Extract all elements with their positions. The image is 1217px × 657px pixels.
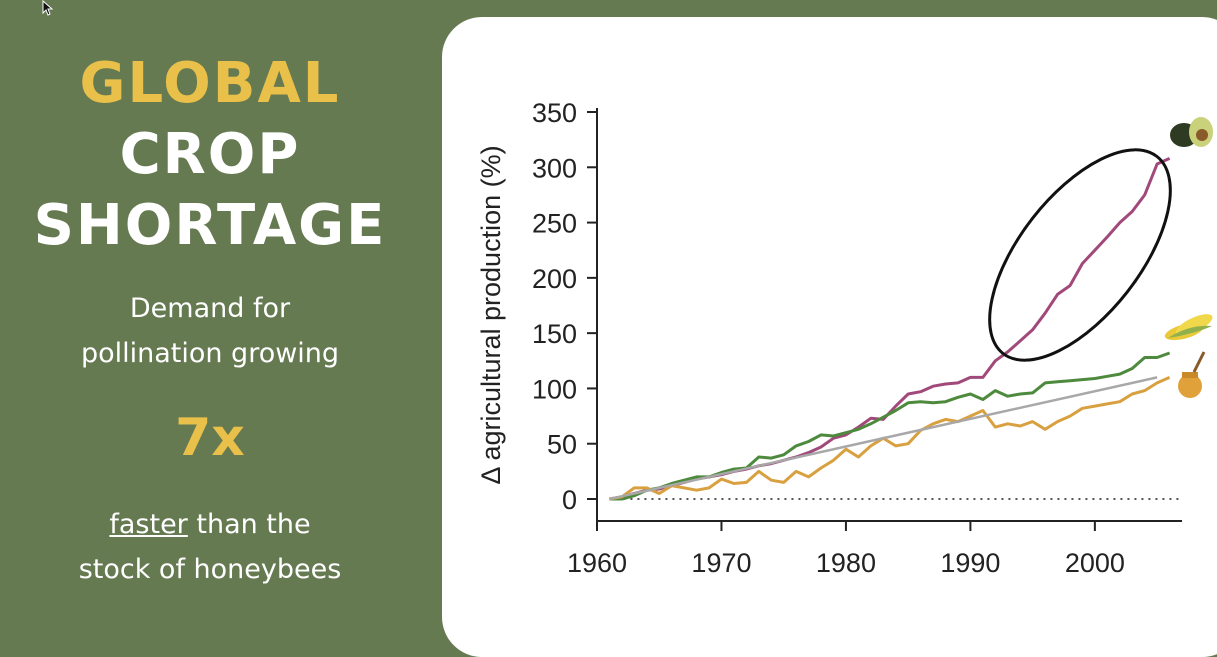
x-tick-label: 1990: [940, 548, 1000, 578]
footer-line1: faster than the: [0, 502, 420, 547]
subtitle-line2: pollination growing: [80, 338, 340, 369]
x-tick-label: 2000: [1065, 548, 1125, 578]
y-tick-label: 250: [532, 209, 577, 239]
y-tick-label: 100: [532, 374, 577, 404]
footer-rest: than the: [187, 509, 311, 540]
title-crop: CROP: [119, 122, 301, 187]
chart: Δ agricultural production (%) 0 50 100 150 2…: [476, 98, 1213, 578]
footer-text: faster than the stock of honeybees: [0, 502, 420, 592]
y-tick-label: 300: [532, 153, 577, 183]
corn-icon: [1164, 314, 1213, 341]
subtitle-line1: Demand for: [129, 293, 291, 324]
y-tick-label: 150: [532, 319, 577, 349]
x-tick-label: 1970: [691, 548, 751, 578]
chart-lines: [609, 157, 1171, 501]
mouse-cursor-icon: [42, 0, 54, 16]
series-line-non-pollinator: [609, 351, 1171, 501]
y-tick-label: 50: [547, 430, 577, 460]
left-panel: GLOBAL CROP SHORTAGE Demand for pollinat…: [0, 0, 420, 622]
x-tick-label: 1980: [816, 548, 876, 578]
footer-line2: stock of honeybees: [78, 554, 342, 585]
chart-axes: 0 50 100 150 200 250 300 350 1960 1970 1980 1990 200…: [532, 98, 1182, 578]
chart-card: [442, 17, 1217, 657]
subtitle: Demand for pollination growing: [0, 286, 420, 376]
y-axis-label: Δ agricultural production (%): [476, 145, 506, 484]
avocado-icon: [1170, 117, 1213, 147]
title-shortage: SHORTAGE: [33, 193, 387, 258]
honey-icon: [1178, 351, 1206, 398]
series-line-trend: [609, 376, 1158, 501]
series-line-pollinator-dependent: [609, 157, 1171, 501]
y-tick-label: 350: [532, 98, 577, 128]
series-line-honeybee: [609, 376, 1171, 501]
highlight-ellipse: [988, 148, 1172, 362]
multiplier-text: 7x: [175, 408, 245, 468]
y-tick-label: 0: [562, 485, 577, 515]
x-tick-label: 1960: [567, 548, 627, 578]
title-global: GLOBAL: [79, 51, 341, 116]
y-tick-label: 200: [532, 264, 577, 294]
footer-underlined: faster: [109, 509, 188, 540]
